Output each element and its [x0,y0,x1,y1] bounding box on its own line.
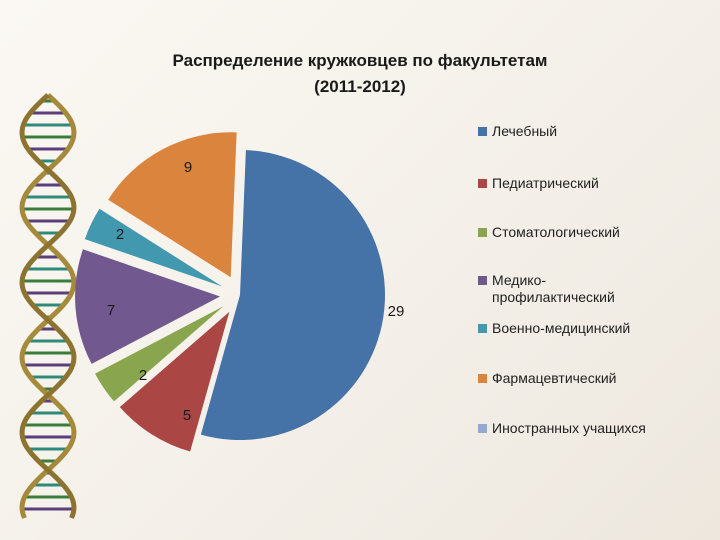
pie-slice [84,208,222,287]
pie-slice [119,311,230,452]
pie-slice [108,132,237,278]
dna-strand [19,93,77,519]
dna-helix-decoration [19,93,77,519]
legend-swatch [478,127,487,136]
chart-title-line1: Распределение кружковцев по факультетам [172,51,548,70]
data-label: 9 [184,159,192,176]
legend-label: Медико-профилактический [492,272,615,305]
legend-label: Иностранных учащихся [492,420,646,436]
data-label: 2 [116,226,124,243]
legend-item: Фармацевтический [478,370,682,387]
pie-slice [95,306,224,402]
legend-swatch [478,424,487,433]
legend-item: Медико-профилактический [478,272,682,306]
legend-label: Педиатрический [492,175,599,191]
legend-item: Иностранных учащихся [478,420,682,437]
legend-item: Военно-медицинский [478,320,682,337]
chart-legend: Лечебный Педиатрический Стоматологический М… [478,0,718,540]
data-label: 7 [107,302,115,319]
legend-swatch [478,179,487,188]
chart-title-line2: (2011-2012) [314,77,406,96]
legend-label: Военно-медицинский [492,320,631,336]
chart-title: Распределение кружковцев по факультетам … [100,48,620,100]
legend-swatch [478,374,487,383]
legend-item: Лечебный [478,123,682,140]
data-label: 2 [139,367,147,384]
legend-label: Лечебный [492,123,558,139]
legend-swatch [478,276,487,285]
legend-swatch [478,324,487,333]
legend-item: Педиатрический [478,175,682,192]
legend-label: Фармацевтический [492,370,617,386]
data-label: 29 [388,303,405,320]
legend-item: Стоматологический [478,224,682,241]
legend-label: Стоматологический [492,224,620,240]
pie-slice [75,249,221,364]
pie-slice [200,150,385,440]
legend-swatch [478,228,487,237]
dna-strand [19,93,77,519]
data-label: 5 [183,407,191,424]
